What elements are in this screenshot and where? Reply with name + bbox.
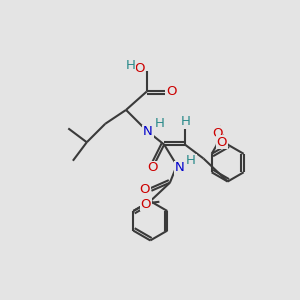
Text: O: O [217,136,227,149]
Text: H: H [186,154,196,167]
Text: H: H [154,117,164,130]
Text: O: O [141,198,151,211]
Text: N: N [143,125,153,138]
Text: O: O [134,62,145,75]
Text: O: O [140,183,150,196]
Text: O: O [212,127,223,140]
Text: H: H [181,116,191,128]
Text: O: O [167,85,177,98]
Text: H: H [126,59,136,72]
Text: N: N [174,161,184,174]
Text: O: O [147,161,158,174]
